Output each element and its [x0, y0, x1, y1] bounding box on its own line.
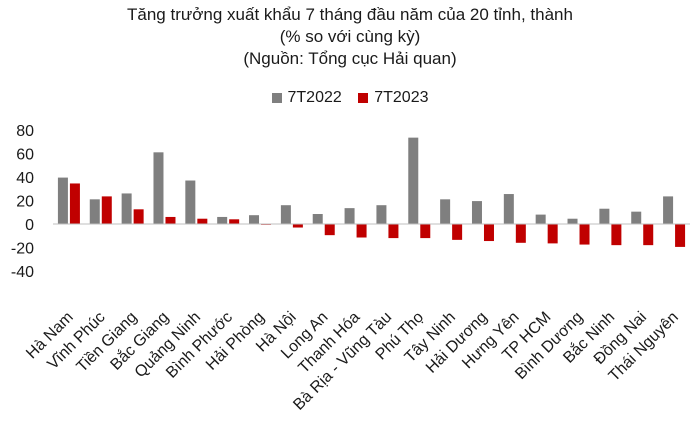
bar-7t2023-7	[292, 224, 303, 228]
bar-7t2022-11	[408, 137, 419, 224]
bar-7t2022-16	[567, 218, 578, 224]
bar-7t2022-2	[121, 193, 132, 224]
bar-7t2022-4	[185, 180, 196, 224]
y-axis: 80 60 40 20 0 -20 -40	[11, 123, 34, 281]
bar-7t2022-17	[599, 208, 610, 224]
bar-7t2023-1	[101, 196, 112, 224]
bar-7t2022-5	[217, 216, 228, 224]
bar-7t2023-0	[69, 183, 80, 224]
bar-7t2023-17	[611, 224, 622, 246]
bar-7t2023-15	[547, 224, 558, 244]
bar-7t2023-3	[165, 216, 176, 224]
bar-7t2022-1	[89, 199, 100, 224]
bars	[57, 137, 686, 247]
bar-7t2022-3	[153, 152, 164, 224]
legend-label-7t2022: 7T2022	[287, 89, 342, 106]
bar-7t2023-12	[452, 224, 463, 240]
y-tick-label: 0	[25, 217, 34, 234]
bar-7t2022-0	[57, 177, 68, 224]
y-tick-label: 60	[16, 147, 34, 164]
bar-7t2022-15	[535, 214, 546, 224]
bar-7t2022-12	[440, 199, 451, 224]
chart-source: (Nguồn: Tổng cục Hải quan)	[243, 49, 457, 68]
bar-7t2023-10	[388, 224, 399, 239]
bar-7t2022-9	[344, 208, 355, 224]
legend-item-7t2023: 7T2023	[358, 89, 428, 107]
bar-7t2022-6	[249, 215, 260, 224]
y-tick-label: -20	[11, 241, 34, 258]
bar-7t2022-19	[663, 196, 674, 224]
legend-item-7t2022: 7T2022	[271, 89, 342, 107]
legend-label-7t2023: 7T2023	[374, 89, 429, 106]
bar-7t2023-14	[515, 224, 526, 243]
bar-7t2023-9	[356, 224, 367, 238]
bar-7t2023-11	[420, 224, 431, 239]
y-tick-label: -40	[11, 264, 34, 281]
bar-7t2023-18	[643, 224, 654, 246]
bar-7t2023-13	[483, 224, 494, 242]
legend-swatch-7t2023	[358, 93, 369, 103]
bar-7t2023-2	[133, 209, 144, 224]
bar-7t2022-8	[312, 214, 323, 224]
legend-swatch-7t2022	[271, 93, 282, 103]
bar-7t2023-5	[229, 219, 240, 224]
bar-7t2022-14	[503, 194, 514, 224]
bar-7t2023-4	[197, 218, 208, 224]
bar-7t2022-7	[280, 205, 291, 224]
chart-legend: 7T2022 7T2023	[0, 89, 700, 108]
chart-title: Tăng trưởng xuất khẩu 7 tháng đầu năm củ…	[127, 5, 573, 24]
y-tick-label: 40	[16, 170, 34, 187]
chart-subtitle: (% so với cùng kỳ)	[279, 27, 421, 46]
bar-7t2022-13	[471, 201, 482, 224]
bar-7t2022-18	[631, 211, 642, 224]
y-tick-label: 80	[16, 123, 34, 140]
bar-7t2023-8	[324, 224, 335, 236]
bar-7t2023-19	[675, 224, 686, 247]
bar-7t2023-16	[579, 224, 590, 245]
y-tick-label: 20	[16, 194, 34, 211]
bar-7t2022-10	[376, 205, 387, 224]
